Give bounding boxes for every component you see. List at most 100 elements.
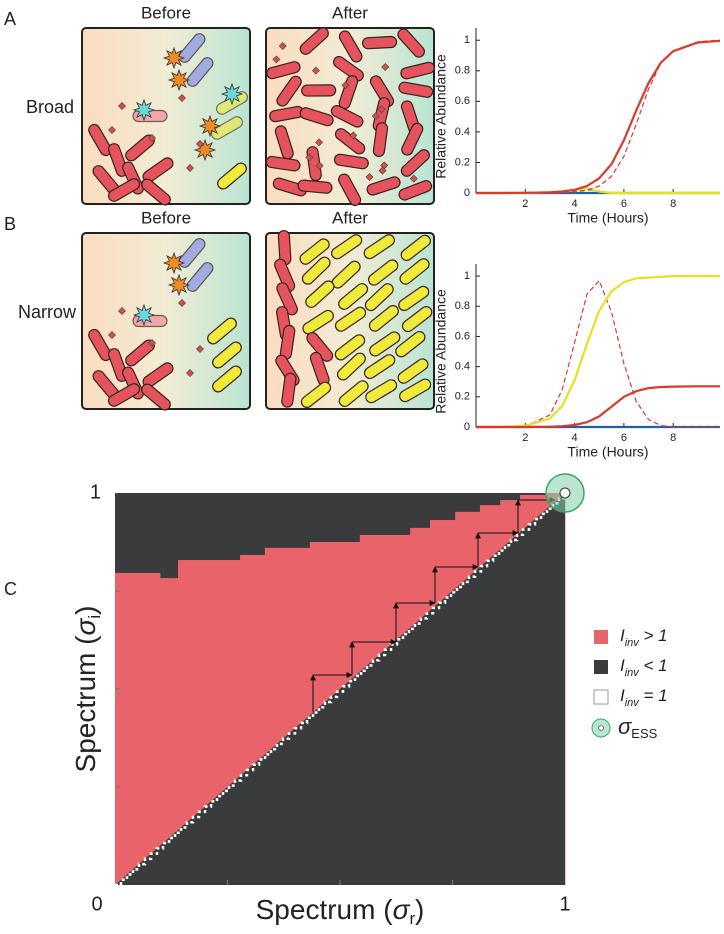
series-line	[476, 279, 720, 428]
particle	[341, 81, 350, 90]
y-axis-label: Spectrum (σi)	[70, 606, 104, 773]
bacterium	[400, 234, 431, 262]
row-label: Narrow	[18, 302, 77, 322]
legend-symbol: σ	[618, 714, 632, 739]
legend-label: Iinv > 1	[620, 626, 668, 648]
y-axis-label-sub: i	[85, 615, 104, 619]
y-tick-label: 0.8	[455, 65, 470, 77]
bacterium	[361, 35, 398, 50]
region-above-step	[115, 572, 161, 885]
bacterium	[399, 258, 430, 285]
region-above-step	[160, 578, 179, 885]
panel-label: C	[4, 579, 17, 599]
bacterium	[397, 28, 425, 58]
bacterium	[400, 61, 435, 80]
legend-symbol: I	[620, 656, 625, 675]
illustration-title: Before	[141, 208, 191, 227]
legend-label: σESS	[618, 714, 658, 742]
row-label: Broad	[26, 97, 74, 117]
y-axis-label: Relative Abundance	[433, 289, 449, 414]
series-line	[476, 39, 721, 195]
bacterium	[207, 317, 237, 345]
legend-swatch	[594, 630, 608, 644]
bacterium	[397, 358, 429, 384]
bacterium	[178, 33, 206, 63]
particle	[108, 126, 116, 134]
x-tick-label: 4	[572, 432, 578, 444]
x-axis-label-sub: r	[409, 909, 415, 928]
bacterium	[338, 380, 369, 408]
x-axis-label-close: )	[415, 894, 424, 925]
legend-swatch	[593, 689, 609, 705]
bacterium	[333, 153, 369, 170]
legend-label: Iinv < 1	[620, 656, 668, 678]
bacterium	[141, 383, 171, 411]
bacterium	[88, 328, 112, 362]
bacterium	[212, 341, 242, 369]
legend-swatch	[594, 660, 608, 674]
phage	[198, 114, 222, 138]
legend-rel: > 1	[639, 626, 668, 645]
bacterium	[107, 383, 141, 407]
y-tick-label: 0.6	[455, 330, 470, 342]
y-tick-label: 1	[90, 481, 101, 503]
bacterium	[369, 331, 401, 357]
y-tick-label: 0.2	[455, 391, 470, 403]
bacterium	[141, 178, 171, 206]
particle	[118, 307, 126, 315]
bacterium	[276, 282, 298, 316]
y-axis-label-text: Spectrum (	[70, 635, 101, 773]
bacterium	[276, 75, 302, 107]
x-tick-label: 6	[621, 198, 627, 210]
y-axis-label-close: )	[70, 606, 101, 615]
particle	[272, 55, 281, 64]
bacterium	[401, 122, 424, 156]
bacterium	[88, 123, 112, 157]
x-tick-label: 1	[559, 893, 570, 915]
bacterium	[300, 381, 332, 408]
particle	[371, 112, 380, 121]
ess-core	[559, 487, 571, 499]
x-tick-label: 8	[670, 198, 676, 210]
particle	[186, 369, 194, 377]
bacterium	[281, 372, 297, 408]
phage	[167, 68, 191, 92]
bacterium	[333, 55, 364, 82]
legend-label: Iinv = 1	[620, 686, 668, 708]
illustration-title: Before	[141, 3, 191, 22]
phage	[162, 46, 186, 70]
y-axis-label-symbol: σ	[70, 618, 101, 636]
bacterium	[301, 84, 337, 97]
particle	[381, 63, 390, 71]
particle	[365, 173, 374, 181]
bacterium	[334, 334, 366, 361]
bacterium	[331, 234, 363, 260]
series-line	[476, 39, 721, 194]
particle	[377, 105, 386, 114]
particle	[178, 94, 186, 102]
phage	[220, 82, 244, 106]
bacterium	[186, 57, 214, 87]
bacterium	[367, 259, 399, 286]
x-tick-label: 2	[522, 198, 528, 210]
y-tick-label: 0.2	[455, 156, 470, 168]
bacterium	[302, 309, 334, 335]
legend-symbol: I	[620, 626, 625, 645]
particle	[148, 134, 156, 142]
bacterium	[178, 238, 206, 268]
illustration-title: After	[332, 208, 368, 227]
bacterium	[366, 176, 401, 196]
bacterium	[395, 330, 426, 358]
x-axis-label: Time (Hours)	[567, 444, 648, 460]
y-tick-label: 1	[464, 270, 470, 282]
bacterium	[338, 30, 363, 63]
bacterium	[217, 162, 247, 190]
x-axis-label: Time (Hours)	[567, 210, 648, 226]
y-tick-label: 0.4	[455, 361, 470, 373]
bacterium	[272, 177, 307, 197]
particle	[315, 138, 324, 147]
illustration-title: After	[332, 3, 368, 22]
bacterium	[266, 61, 301, 80]
y-tick-label: 0	[464, 187, 470, 199]
